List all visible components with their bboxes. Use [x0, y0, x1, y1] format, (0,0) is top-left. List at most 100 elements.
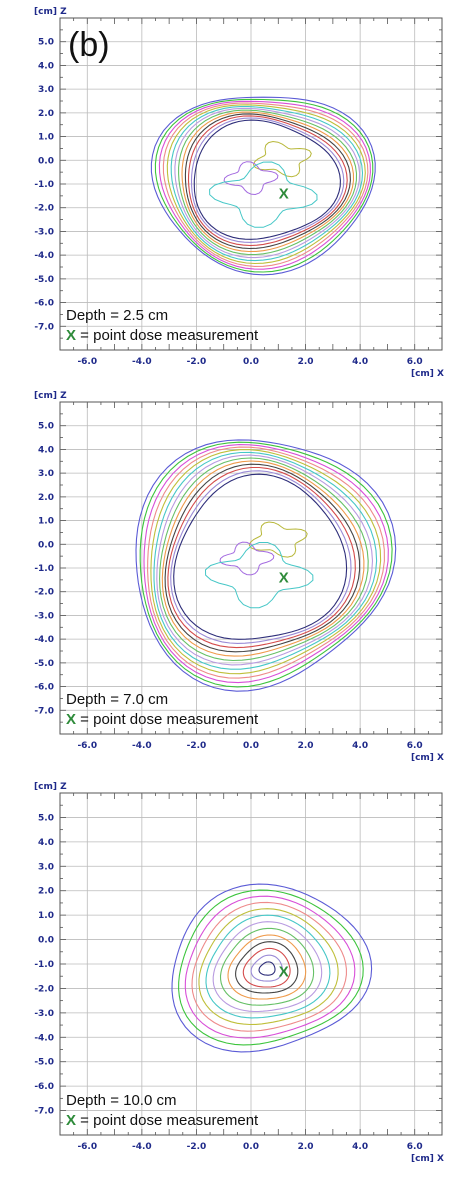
- isodose-line: [139, 441, 393, 688]
- y-tick-label: -6.0: [34, 1082, 54, 1092]
- y-tick-label: 0.0: [38, 936, 54, 946]
- y-tick-label: 2.0: [38, 493, 54, 503]
- isodose-line: [235, 941, 299, 994]
- y-tick-label: -7.0: [34, 706, 54, 716]
- isodose-inner-line: [248, 521, 308, 558]
- y-tick-label: -4.0: [34, 635, 54, 645]
- isodose-line: [205, 914, 331, 1019]
- isodose-line: [164, 463, 361, 653]
- y-tick-label: -6.0: [34, 683, 54, 693]
- y-tick-label: -3.0: [34, 611, 54, 621]
- isodose-inner-line: [209, 161, 318, 228]
- y-tick-label: -1.0: [34, 564, 54, 574]
- isodose-line: [170, 470, 352, 644]
- isodose-line: [153, 451, 378, 670]
- isodose-line: [166, 104, 366, 265]
- marker-legend: X = point dose measurement: [66, 327, 259, 344]
- x-tick-label: 0.0: [243, 1142, 259, 1152]
- contour-panel-depth-7-0: 5.0 4.0 3.0 2.0 1.0 0.0 -1.0 -2.0 -3.0 -4.0 -5.0 -6…: [34, 391, 444, 763]
- isodose-line: [159, 457, 369, 662]
- y-tick-label: -7.0: [34, 1107, 54, 1117]
- y-tick-label: 4.0: [38, 61, 54, 71]
- isodose-line: [150, 449, 382, 675]
- x-tick-label: 4.0: [352, 357, 368, 367]
- x-tick-label: 0.0: [243, 357, 259, 367]
- y-tick-label: -5.0: [34, 275, 54, 285]
- y-tick-label: -2.0: [34, 588, 54, 598]
- y-tick-label: -6.0: [34, 299, 54, 309]
- x-tick-label: -4.0: [132, 1142, 152, 1152]
- isodose-inner-line: [223, 161, 279, 196]
- marker-legend-text: = point dose measurement: [76, 1112, 259, 1129]
- y-tick-label: 5.0: [38, 38, 54, 48]
- depth-label: Depth = 7.0 cm: [66, 691, 168, 708]
- y-tick-label: 0.0: [38, 540, 54, 550]
- y-tick-label: -4.0: [34, 1033, 54, 1043]
- x-axis-label: [cm] X: [411, 369, 444, 379]
- x-tick-label: 4.0: [352, 741, 368, 751]
- y-tick-label: -3.0: [34, 227, 54, 237]
- isodose-line: [190, 117, 345, 243]
- isodose-line: [187, 115, 348, 247]
- isodose-group: [171, 883, 373, 1053]
- y-tick-label: 2.0: [38, 887, 54, 897]
- isodose-line: [162, 102, 369, 267]
- y-tick-label: 4.0: [38, 445, 54, 455]
- x-tick-label: -2.0: [187, 1142, 207, 1152]
- x-tick-label: -2.0: [187, 357, 207, 367]
- isodose-inner-line: [252, 140, 312, 178]
- isodose-line: [219, 927, 315, 1006]
- x-tick-label: -6.0: [77, 357, 97, 367]
- y-tick-label: -1.0: [34, 180, 54, 190]
- point-dose-marker: X: [279, 569, 289, 586]
- y-tick-label: 1.0: [38, 133, 54, 143]
- y-tick-label: -2.0: [34, 204, 54, 214]
- marker-legend: X = point dose measurement: [66, 1112, 259, 1129]
- y-tick-label: -3.0: [34, 1009, 54, 1019]
- x-tick-label: -6.0: [77, 1142, 97, 1152]
- isodose-group: [135, 439, 397, 692]
- x-tick-label: 6.0: [407, 741, 423, 751]
- y-axis-label: [cm] Z: [34, 782, 67, 792]
- isodose-line: [184, 113, 351, 250]
- x-tick-label: 0.0: [243, 741, 259, 751]
- isodose-line: [174, 107, 361, 259]
- isodose-line: [178, 889, 364, 1046]
- isodose-line: [184, 895, 356, 1039]
- y-axis-label: [cm] Z: [34, 7, 67, 17]
- isodose-line: [143, 444, 389, 684]
- isodose-line: [147, 446, 385, 679]
- x-tick-label: 2.0: [298, 1142, 314, 1152]
- marker-legend-text: = point dose measurement: [76, 711, 259, 728]
- y-tick-label: 2.0: [38, 109, 54, 119]
- y-tick-label: -5.0: [34, 1058, 54, 1068]
- x-tick-label: 6.0: [407, 1142, 423, 1152]
- depth-label: Depth = 2.5 cm: [66, 307, 168, 324]
- y-tick-label: -5.0: [34, 659, 54, 669]
- isodose-line: [158, 100, 371, 270]
- isodose-line: [156, 454, 374, 666]
- y-tick-label: -1.0: [34, 960, 54, 970]
- contour-panel-depth-10-0: 5.0 4.0 3.0 2.0 1.0 0.0 -1.0 -2.0 -3.0 -4.0 -5.0 -6…: [34, 782, 444, 1164]
- isodose-line: [170, 106, 364, 262]
- depth-label: Depth = 10.0 cm: [66, 1092, 176, 1109]
- isodose-line: [212, 921, 323, 1013]
- marker-legend: X = point dose measurement: [66, 711, 259, 728]
- y-tick-label: 4.0: [38, 838, 54, 848]
- isodose-line: [181, 111, 355, 253]
- marker-legend-symbol: X: [66, 711, 76, 728]
- isodose-group: [150, 96, 376, 276]
- y-tick-label: 0.0: [38, 156, 54, 166]
- isodose-line: [161, 460, 365, 657]
- x-axis-label: [cm] X: [411, 1154, 444, 1164]
- y-axis-label: [cm] Z: [34, 391, 67, 401]
- x-tick-label: 4.0: [352, 1142, 368, 1152]
- isodose-line: [171, 883, 373, 1053]
- contour-panel-depth-2-5: 5.0 4.0 3.0 2.0 1.0 0.0 -1.0 -2.0 -3.0 -4.0 -5.0 -6…: [34, 7, 444, 379]
- panel-label: (b): [68, 26, 110, 64]
- isodose-line: [191, 901, 347, 1032]
- isodose-line: [227, 934, 307, 1000]
- y-tick-label: 3.0: [38, 469, 54, 479]
- y-tick-label: -2.0: [34, 984, 54, 994]
